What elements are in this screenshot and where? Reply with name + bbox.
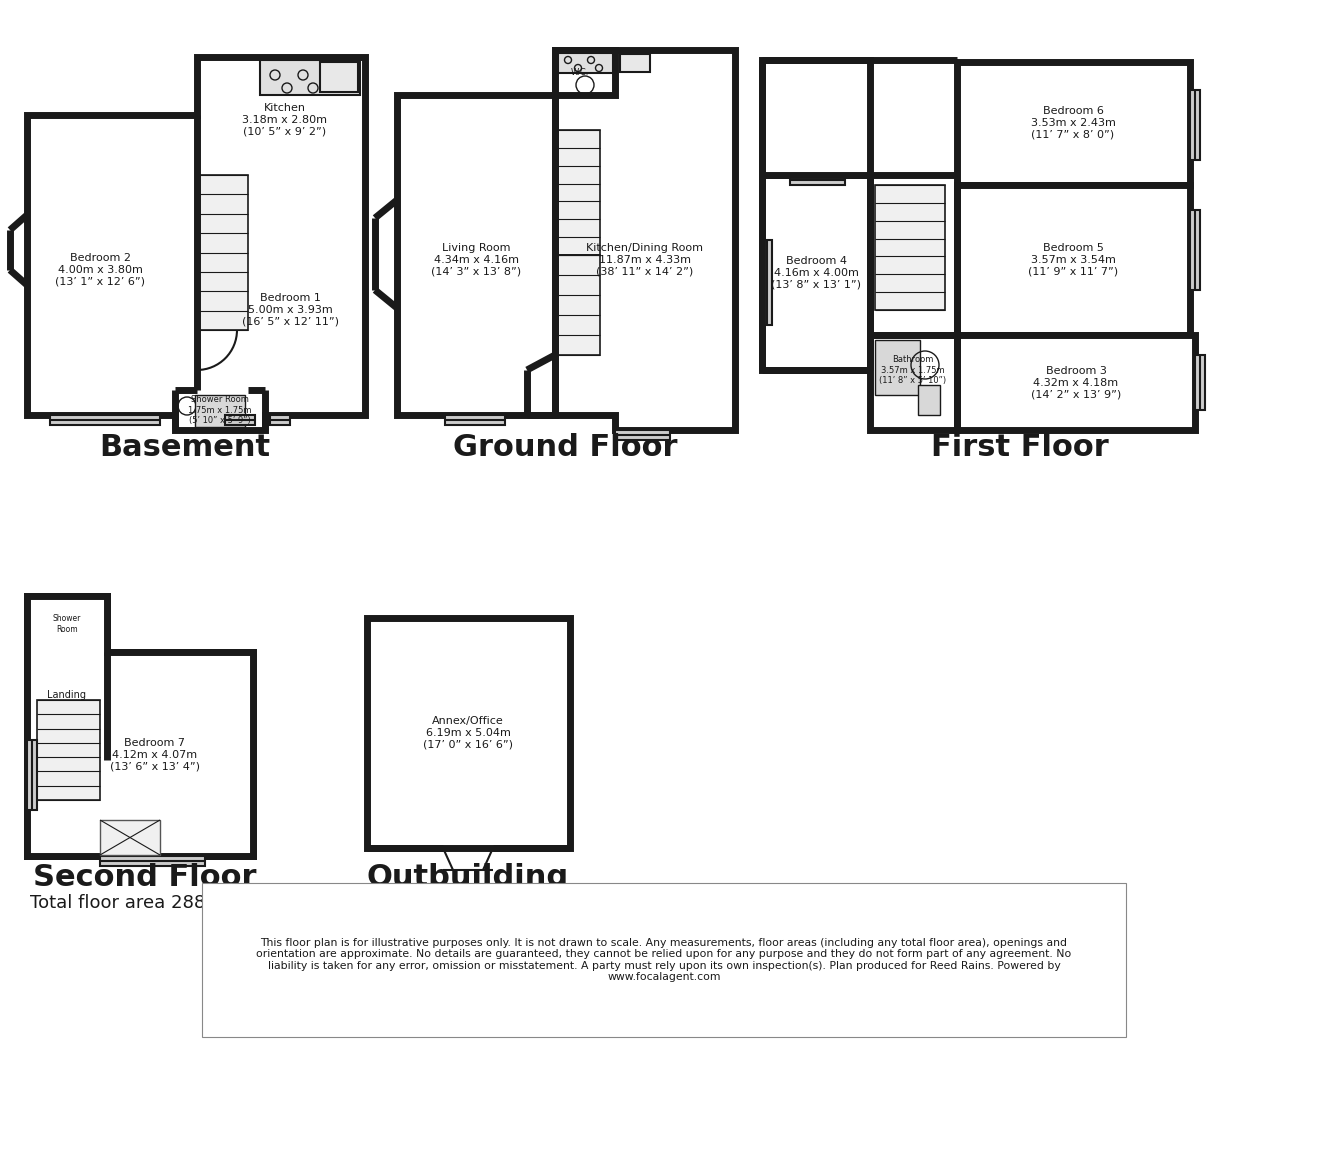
Bar [620,54,649,73]
Polygon shape [397,96,555,416]
Text: Annex/Office
6.19m x 5.04m
(17’ 0” x 16’ 6”): Annex/Office 6.19m x 5.04m (17’ 0” x 16’… [424,716,513,749]
Bar [875,340,920,395]
Bar [558,53,614,73]
Bar [320,62,359,92]
Text: Kitchen
3.18m x 2.80m
(10’ 5” x 9’ 2”): Kitchen 3.18m x 2.80m (10’ 5” x 9’ 2”) [243,104,328,137]
Polygon shape [870,335,957,430]
Bar [195,395,244,427]
Text: Bedroom 4
4.16m x 4.00m
(13’ 8” x 13’ 1”): Bedroom 4 4.16m x 4.00m (13’ 8” x 13’ 1”… [772,257,861,290]
Bar [790,175,845,185]
Text: This floor plan is for illustrative purposes only. It is not drawn to scale. Any: This floor plan is for illustrative purp… [256,938,1072,983]
Polygon shape [27,58,365,430]
Bar [558,256,600,355]
Bar [918,384,940,416]
Polygon shape [27,596,108,651]
Polygon shape [555,49,734,430]
Text: W.C.: W.C. [571,68,590,76]
Bar [224,416,255,425]
Text: Total floor area 288.3 sq.m. (3,103 sq.ft.) approx: Total floor area 288.3 sq.m. (3,103 sq.f… [31,894,469,912]
Bar [615,430,671,440]
Text: Bedroom 1
5.00m x 3.93m
(16’ 5” x 12’ 11”): Bedroom 1 5.00m x 3.93m (16’ 5” x 12’ 11… [242,294,339,327]
Polygon shape [762,175,870,369]
Text: Bedroom 5
3.57m x 3.54m
(11’ 9” x 11’ 7”): Bedroom 5 3.57m x 3.54m (11’ 9” x 11’ 7”… [1028,243,1118,276]
Bar [1195,355,1204,410]
Text: Shower
Room: Shower Room [53,615,81,634]
Text: Basement: Basement [100,433,271,462]
Bar [1190,90,1201,160]
Polygon shape [762,60,870,175]
Text: Bathroom
3.57m x 1.75m
(11’ 8” x 5’ 10”): Bathroom 3.57m x 1.75m (11’ 8” x 5’ 10”) [879,356,947,384]
Polygon shape [555,49,615,96]
Bar [260,60,360,96]
Text: Bedroom 2
4.00m x 3.80m
(13’ 1” x 12’ 6”): Bedroom 2 4.00m x 3.80m (13’ 1” x 12’ 6”… [54,253,145,287]
Polygon shape [957,185,1190,335]
Polygon shape [957,62,1190,185]
Polygon shape [367,618,570,848]
Bar [762,241,772,325]
Polygon shape [27,596,254,856]
Polygon shape [27,596,254,856]
Bar [875,185,946,310]
Polygon shape [957,335,1195,430]
Bar [37,700,100,800]
Bar [100,820,159,855]
Bar [270,416,290,425]
Bar [33,601,98,646]
Text: Bedroom 6
3.53m x 2.43m
(11’ 7” x 8’ 0”): Bedroom 6 3.53m x 2.43m (11’ 7” x 8’ 0”) [1031,106,1116,139]
Bar [1190,209,1201,290]
Text: First Floor: First Floor [931,433,1109,462]
Text: Bedroom 3
4.32m x 4.18m
(14’ 2” x 13’ 9”): Bedroom 3 4.32m x 4.18m (14’ 2” x 13’ 9”… [1031,366,1121,399]
Bar [50,416,159,425]
Bar [445,416,505,425]
Text: Landing: Landing [48,689,86,700]
Text: Ground Floor: Ground Floor [453,433,677,462]
Bar [197,175,248,330]
Bar [27,740,37,810]
Text: Bedroom 7
4.12m x 4.07m
(13’ 6” x 13’ 4”): Bedroom 7 4.12m x 4.07m (13’ 6” x 13’ 4”… [110,739,201,771]
Bar [100,856,205,866]
Text: Kitchen/Dining Room
11.87m x 4.33m
(38’ 11” x 14’ 2”): Kitchen/Dining Room 11.87m x 4.33m (38’ … [587,243,704,276]
Text: Outbuilding: Outbuilding [367,863,570,892]
Text: Living Room
4.34m x 4.16m
(14’ 3” x 13’ 8”): Living Room 4.34m x 4.16m (14’ 3” x 13’ … [432,243,521,276]
Text: Second Floor: Second Floor [33,863,256,892]
Bar [558,130,600,256]
Text: Shower Room
1.75m x 1.75m
(5’ 10” x 5’ 9”): Shower Room 1.75m x 1.75m (5’ 10” x 5’ 9… [189,395,252,425]
